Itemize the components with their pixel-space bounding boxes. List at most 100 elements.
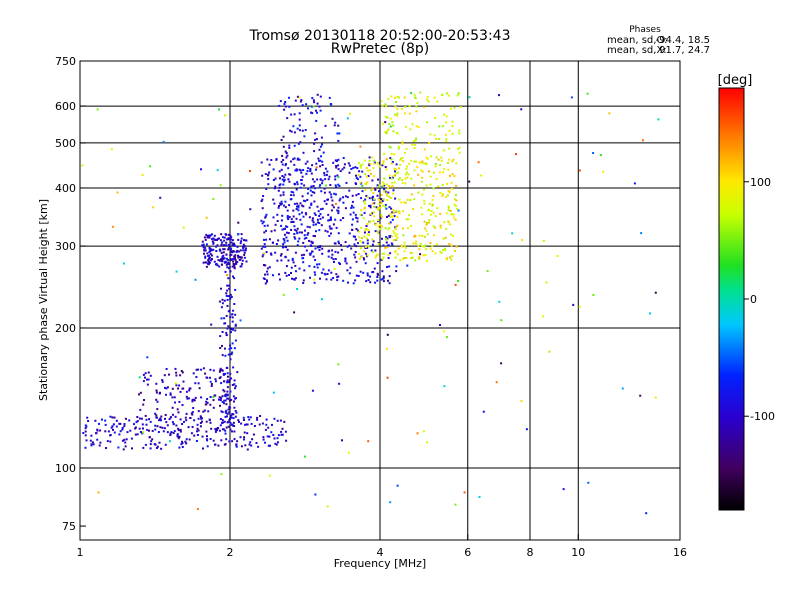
data-point xyxy=(154,428,157,431)
data-point xyxy=(188,438,191,441)
data-point xyxy=(268,474,271,477)
data-point xyxy=(328,234,331,237)
y-tick-label: 400 xyxy=(55,182,76,195)
data-point xyxy=(225,334,228,336)
data-point xyxy=(169,392,172,395)
data-point xyxy=(224,270,227,273)
data-point xyxy=(360,209,363,212)
data-point xyxy=(205,376,208,379)
data-point xyxy=(298,213,301,216)
data-point xyxy=(173,430,176,433)
data-point xyxy=(355,194,358,197)
data-point xyxy=(457,209,460,212)
data-point xyxy=(386,237,389,240)
data-point xyxy=(297,204,300,207)
data-point xyxy=(401,179,404,181)
data-point xyxy=(104,430,107,433)
data-point xyxy=(372,175,375,178)
data-point xyxy=(275,443,278,446)
data-point xyxy=(298,267,301,270)
data-point xyxy=(155,414,158,417)
data-point xyxy=(360,247,362,250)
data-point xyxy=(119,430,122,433)
data-point xyxy=(368,204,370,207)
data-point xyxy=(205,400,208,403)
data-point xyxy=(173,396,176,399)
data-point xyxy=(434,162,437,165)
data-point xyxy=(270,230,273,233)
data-point xyxy=(371,251,374,253)
data-point xyxy=(399,163,402,166)
data-point xyxy=(374,249,377,252)
colorbar-tick-label: 0 xyxy=(750,293,757,306)
data-point xyxy=(273,202,276,205)
data-point xyxy=(311,178,314,181)
data-point xyxy=(440,252,443,254)
data-point xyxy=(232,413,235,416)
data-point xyxy=(314,187,317,190)
data-point xyxy=(408,162,411,165)
data-point xyxy=(190,412,193,415)
data-point xyxy=(237,238,240,241)
data-point xyxy=(388,174,391,177)
data-point xyxy=(243,245,246,247)
data-point xyxy=(366,246,369,249)
data-point xyxy=(267,183,270,186)
data-point xyxy=(301,104,304,107)
data-point xyxy=(354,279,357,282)
data-point xyxy=(222,248,225,251)
data-point xyxy=(209,438,212,440)
data-point xyxy=(313,142,316,145)
data-point xyxy=(226,366,229,369)
data-point xyxy=(313,278,316,281)
data-point xyxy=(274,223,277,226)
data-point xyxy=(146,383,149,386)
data-point xyxy=(325,184,328,187)
data-point xyxy=(432,187,435,190)
data-point xyxy=(317,157,320,160)
data-point xyxy=(331,253,334,256)
data-point xyxy=(360,197,363,200)
data-point xyxy=(425,163,428,166)
data-point xyxy=(403,151,406,154)
data-point xyxy=(322,151,325,154)
data-point xyxy=(218,237,220,240)
data-point xyxy=(231,384,234,386)
data-point xyxy=(330,271,333,274)
data-point xyxy=(408,105,411,107)
data-point xyxy=(240,445,243,448)
data-point xyxy=(328,175,331,178)
data-point xyxy=(608,112,611,115)
data-point xyxy=(373,162,376,165)
data-point xyxy=(454,198,456,201)
data-point xyxy=(395,168,398,171)
data-point xyxy=(354,256,357,259)
data-point xyxy=(306,233,309,236)
data-point xyxy=(96,428,99,431)
data-point xyxy=(385,192,388,195)
data-point xyxy=(428,219,431,221)
data-point xyxy=(360,237,363,240)
data-point xyxy=(424,227,427,230)
data-point xyxy=(130,437,133,440)
data-point xyxy=(195,440,198,442)
data-point xyxy=(373,198,376,201)
x-tick-label: 6 xyxy=(464,546,471,559)
data-point xyxy=(371,212,374,215)
data-point xyxy=(371,243,374,246)
data-point xyxy=(290,218,293,221)
data-point xyxy=(300,171,303,174)
data-point xyxy=(371,198,374,201)
data-point xyxy=(445,227,448,230)
data-point xyxy=(277,206,280,209)
data-point xyxy=(224,347,226,350)
data-point xyxy=(425,184,428,187)
data-point xyxy=(450,258,453,261)
data-point xyxy=(270,159,273,161)
data-point xyxy=(373,159,376,162)
y-tick-label: 200 xyxy=(55,322,76,335)
data-point xyxy=(99,429,102,432)
data-point xyxy=(318,222,321,224)
data-point xyxy=(330,256,333,259)
data-point xyxy=(292,191,295,194)
